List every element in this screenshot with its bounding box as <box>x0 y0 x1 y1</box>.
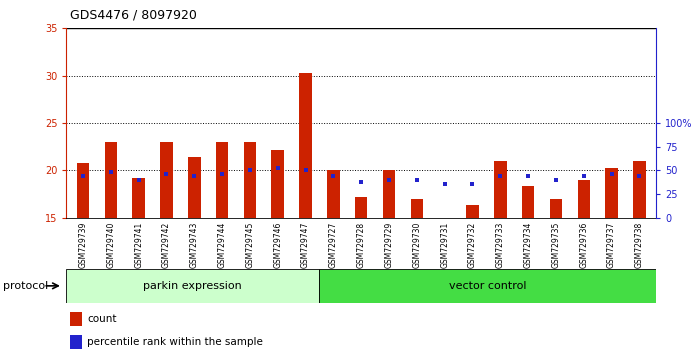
Bar <box>105 142 117 218</box>
Text: percentile rank within the sample: percentile rank within the sample <box>87 337 263 347</box>
Text: GSM729727: GSM729727 <box>329 222 338 268</box>
Text: GSM729736: GSM729736 <box>579 222 588 268</box>
Bar <box>466 205 479 218</box>
Bar <box>410 199 423 218</box>
Text: GSM729735: GSM729735 <box>551 222 560 268</box>
Text: GSM729742: GSM729742 <box>162 222 171 268</box>
Text: parkin expression: parkin expression <box>143 281 242 291</box>
Text: GSM729737: GSM729737 <box>607 222 616 268</box>
Text: GSM729747: GSM729747 <box>301 222 310 268</box>
Bar <box>216 142 228 218</box>
Text: GSM729741: GSM729741 <box>134 222 143 268</box>
Bar <box>355 197 367 218</box>
Bar <box>299 73 312 218</box>
Bar <box>577 180 590 218</box>
Bar <box>550 199 562 218</box>
Bar <box>188 157 200 218</box>
Text: GSM729746: GSM729746 <box>273 222 282 268</box>
Text: GSM729743: GSM729743 <box>190 222 199 268</box>
Text: count: count <box>87 314 117 324</box>
Bar <box>327 170 340 218</box>
Text: GSM729731: GSM729731 <box>440 222 450 268</box>
Text: GSM729744: GSM729744 <box>218 222 227 268</box>
Text: GSM729730: GSM729730 <box>413 222 422 268</box>
Bar <box>522 187 535 218</box>
Text: GSM729734: GSM729734 <box>524 222 533 268</box>
Text: GSM729733: GSM729733 <box>496 222 505 268</box>
Text: GSM729745: GSM729745 <box>246 222 255 268</box>
Text: GSM729729: GSM729729 <box>385 222 394 268</box>
Text: GSM729738: GSM729738 <box>635 222 644 268</box>
Text: GSM729728: GSM729728 <box>357 222 366 268</box>
Bar <box>383 170 395 218</box>
Text: GSM729739: GSM729739 <box>78 222 87 268</box>
Text: GDS4476 / 8097920: GDS4476 / 8097920 <box>70 9 197 22</box>
Bar <box>133 178 145 218</box>
Bar <box>494 161 507 218</box>
Bar <box>161 142 172 218</box>
Text: GSM729732: GSM729732 <box>468 222 477 268</box>
Text: vector control: vector control <box>449 281 526 291</box>
Text: GSM729740: GSM729740 <box>106 222 115 268</box>
Bar <box>319 269 656 303</box>
Bar <box>605 169 618 218</box>
Text: protocol: protocol <box>3 281 49 291</box>
Bar <box>70 335 82 349</box>
Bar <box>70 312 82 326</box>
Bar <box>66 269 319 303</box>
Bar <box>77 163 89 218</box>
Bar <box>244 142 256 218</box>
Bar <box>272 149 284 218</box>
Bar <box>633 161 646 218</box>
